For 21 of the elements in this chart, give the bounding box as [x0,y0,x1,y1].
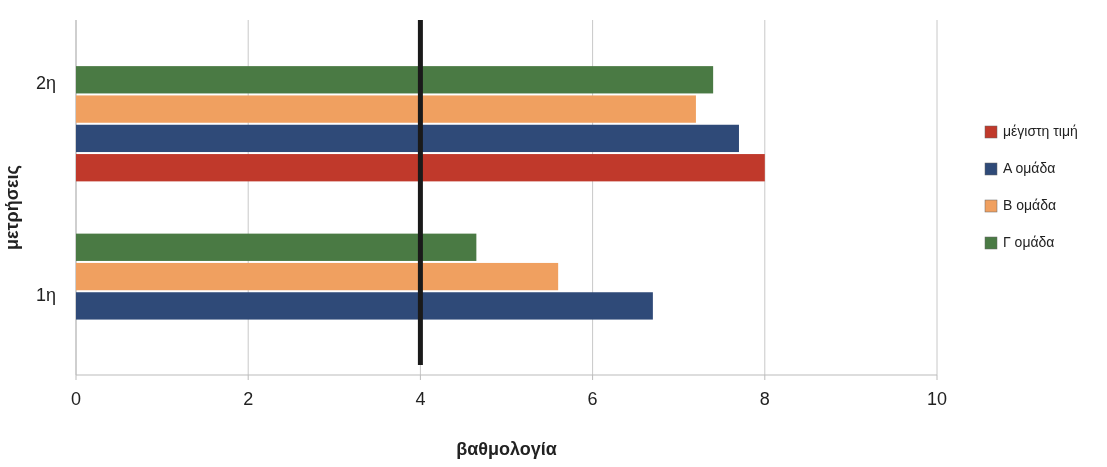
bar [76,95,696,123]
y-axis-title: μετρήσεις [2,165,22,250]
bar [76,154,765,182]
y-tick-label: 2η [35,72,57,93]
bar [76,66,714,94]
bar [76,292,653,320]
x-tick-label: 0 [70,389,82,409]
x-tick-label: 6 [587,389,598,409]
legend-label: Β ομάδα [1003,196,1057,213]
x-axis-title: βαθμολογία [456,439,557,459]
bar [76,233,477,261]
legend-label: Α ομάδα [1003,159,1056,176]
x-tick-label: 2 [243,389,254,409]
y-tick-label: 1η [35,285,57,305]
x-tick-label: 10 [926,389,948,409]
x-tick-label: 4 [415,389,426,409]
legend-label: μέγιστη τιμή [1003,122,1078,139]
bar [76,262,559,291]
bar [76,124,739,153]
x-tick-label: 8 [759,389,770,409]
legend-label: Γ ομάδα [1003,233,1055,250]
